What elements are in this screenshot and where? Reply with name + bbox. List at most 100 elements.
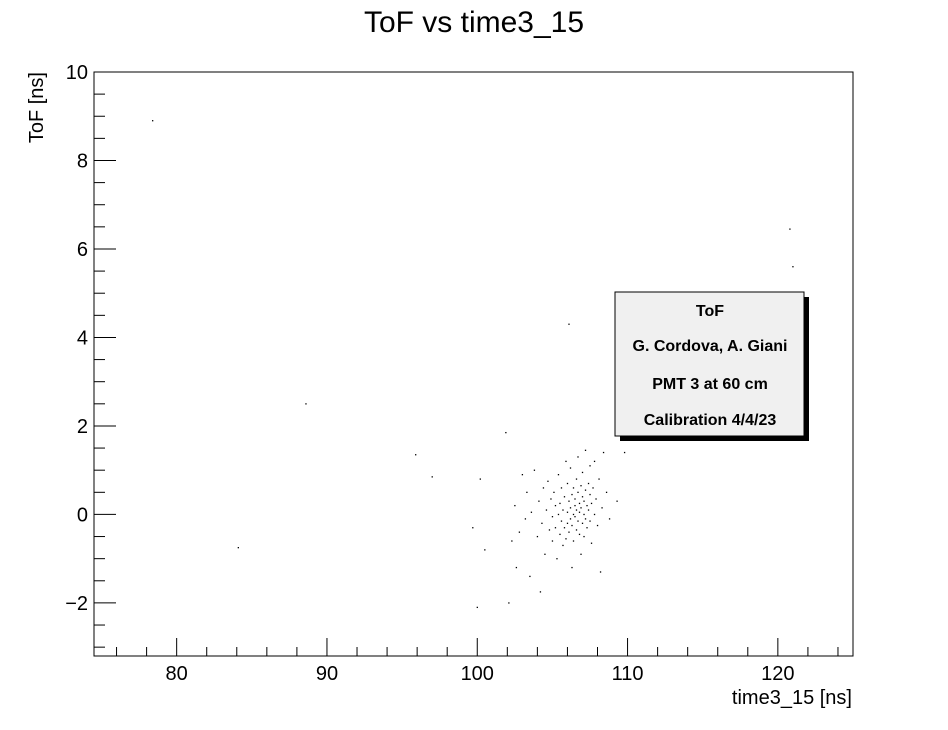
y-tick-label: −2 [65,593,88,615]
data-point [584,518,587,520]
data-point [595,498,597,500]
legend-line-3: PMT 3 at 60 cm [652,376,768,393]
data-point [560,487,563,489]
data-point [583,535,585,538]
data-point [542,487,545,489]
x-tick-label: 110 [612,663,644,685]
data-point [557,474,560,476]
data-point [553,491,555,494]
data-point [415,454,417,456]
data-point [566,511,569,513]
data-point [237,547,239,549]
data-point [536,535,539,538]
data-point [574,516,576,518]
data-point [589,493,591,496]
data-point [578,511,581,513]
data-point [566,522,569,524]
data-point [577,491,579,494]
data-point [545,509,548,511]
data-point [584,449,587,451]
data-point [598,478,600,480]
legend-line-2: G. Cordova, A. Giani [633,338,788,355]
data-point [472,527,474,529]
data-point [577,520,579,522]
data-point [568,500,570,502]
data-point [572,487,575,489]
x-axis-label: time3_15 [ns] [732,687,852,709]
data-point [593,460,596,463]
data-point [580,553,582,555]
data-point [574,504,576,507]
data-point [575,509,578,511]
data-point [608,518,611,520]
data-point [571,524,573,527]
data-point [511,540,513,542]
data-point [305,403,307,405]
data-point [592,487,594,489]
data-point [515,566,518,569]
data-point [571,566,573,569]
data-point [584,489,587,491]
data-point [533,469,536,471]
y-tick-label: 10 [66,62,88,84]
data-point [587,509,590,511]
data-point [586,527,588,529]
y-axis-label: ToF [ns] [26,72,48,143]
data-point [580,485,582,487]
data-point [544,553,546,555]
y-tick-label: 0 [77,504,88,526]
data-point [599,571,602,573]
data-point [508,602,510,604]
y-tick-label: 8 [77,150,88,172]
data-point [554,527,557,529]
data-point [550,498,552,500]
data-point [605,491,608,494]
data-point [587,482,590,485]
data-point [566,482,569,485]
data-point [583,500,585,502]
data-point [526,491,528,494]
data-point [538,500,540,502]
data-point [559,502,561,505]
data-point [792,266,794,268]
data-point [514,504,516,507]
data-point [593,513,596,516]
data-point [589,465,591,467]
data-point [581,496,584,498]
x-tick-label: 90 [316,663,338,685]
y-tick-label: 6 [77,239,88,261]
data-point [479,478,481,480]
data-point [560,520,563,522]
x-tick-label: 120 [761,663,794,685]
data-point [601,507,603,509]
data-point [580,507,582,509]
data-point [581,522,584,524]
data-point [565,460,567,463]
legend-box: ToF G. Cordova, A. Giani PMT 3 at 60 cm … [614,291,809,441]
data-point [586,504,588,507]
data-point [554,504,557,507]
data-point [431,476,433,478]
y-tick-label: 4 [77,327,88,349]
ticks-layer: 80 90 100 110 120 −2 0 2 4 6 8 10 [65,62,839,685]
data-point [578,502,581,505]
data-point [575,478,578,480]
data-point [563,496,566,498]
data-point [562,544,564,547]
data-point [556,558,558,560]
data-point [524,518,527,520]
data-point [152,120,154,122]
data-point [563,527,566,529]
data-point [616,500,618,502]
data-point [623,451,626,454]
data-point [572,540,575,542]
data-point [574,498,576,500]
legend-line-1: ToF [696,303,724,320]
data-point [521,474,524,476]
y-tick-label: 2 [77,416,88,438]
data-point [590,542,593,544]
data-point [518,531,521,533]
data-point [539,591,542,593]
data-point [575,529,578,531]
